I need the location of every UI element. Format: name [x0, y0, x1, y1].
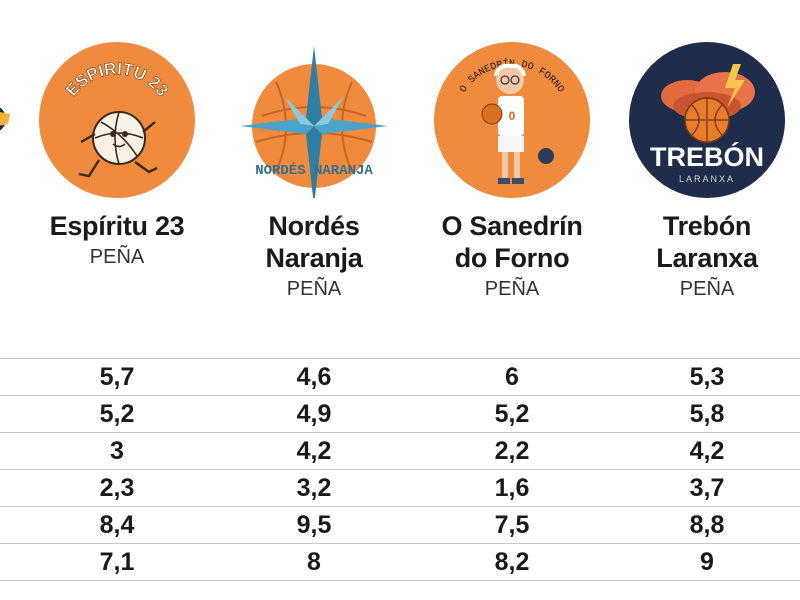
table-row: 7,1 8 8,2 9	[0, 543, 800, 581]
table-cell: 8,4	[99, 511, 135, 539]
svg-text:0: 0	[509, 109, 516, 123]
team-type: PEÑA	[679, 278, 735, 300]
table-cell: 1,6	[494, 474, 530, 502]
table-cell: 8,8	[689, 511, 725, 539]
team-type: PEÑA	[484, 278, 540, 300]
table-row: 5,7 4,6 6 5,3	[0, 358, 800, 395]
team-trebon-laranxa: TREBÓN LARANXA Trebón Laranxa PEÑA	[607, 42, 800, 302]
table-cell: 5,2	[99, 400, 135, 428]
team-type: PEÑA	[89, 246, 145, 268]
table-cell: 5,3	[689, 363, 725, 391]
table-cell: 7,5	[494, 511, 530, 539]
table-cell: 4,2	[689, 437, 725, 465]
table-cell: 4,2	[296, 437, 332, 465]
table-row: 8,4 9,5 7,5 8,8	[0, 506, 800, 543]
table-row: 2,3 3,2 1,6 3,7	[0, 469, 800, 506]
running-basketball-mascot-icon: ESPIRITU 23	[39, 42, 195, 198]
table-cell: 9	[700, 548, 714, 576]
old-man-basketball-player-icon: O SANEDRÍN DO FORNO 0	[434, 42, 590, 198]
table-cell: 4,6	[296, 363, 332, 391]
table-cell: 5,2	[494, 400, 530, 428]
table-cell: 8	[307, 548, 321, 576]
table-cell: 9,5	[296, 511, 332, 539]
table-cell: 4,9	[296, 400, 332, 428]
team-name: Nordés Naranja	[265, 211, 363, 273]
team-espiritu-23: ESPIRITU 23 Espíritu 23 PEÑA	[17, 42, 217, 270]
table-cell: 3,7	[689, 474, 725, 502]
stats-table: 5,7 4,6 6 5,3 5,2 4,9 5,2 5,8 3 4,2 2,2 4,2 2,3 3,2 1,…	[0, 358, 800, 581]
team-name: O Sanedrín do Forno	[441, 211, 583, 273]
team-name: Trebón Laranxa	[656, 211, 758, 273]
team-type: PEÑA	[286, 278, 342, 300]
compass-rose-basketball-icon: NORDÉS NARANJA	[240, 46, 388, 198]
logo-text: NORDÉS NARANJA	[255, 161, 373, 179]
team-o-sanedrin-do-forno: O SANEDRÍN DO FORNO 0 O Sanedrín do Forn…	[412, 42, 612, 302]
partial-team-logo-icon	[0, 107, 10, 131]
table-cell: 5,7	[99, 363, 135, 391]
table-cell: 2,3	[99, 474, 135, 502]
table-cell: 7,1	[99, 548, 135, 576]
table-row: 3 4,2 2,2 4,2	[0, 432, 800, 469]
team-name: Espíritu 23	[49, 211, 185, 241]
table-cell: 3,2	[296, 474, 332, 502]
table-cell: 6	[505, 363, 519, 391]
table-row: 5,2 4,9 5,2 5,8	[0, 395, 800, 432]
logo-text: TREBÓN	[650, 141, 764, 172]
storm-cloud-basketball-icon: TREBÓN LARANXA	[629, 42, 785, 198]
table-cell: 5,8	[689, 400, 725, 428]
team-nordes-naranja: NORDÉS NARANJA Nordés Naranja PEÑA	[214, 42, 414, 302]
table-cell: 2,2	[494, 437, 530, 465]
table-cell: 3	[110, 437, 124, 465]
logo-subtext: LARANXA	[679, 174, 735, 184]
table-cell: 8,2	[494, 548, 530, 576]
